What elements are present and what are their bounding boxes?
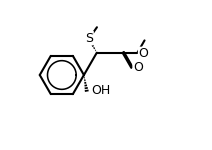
Text: O: O bbox=[139, 47, 149, 60]
Text: O: O bbox=[133, 61, 143, 74]
Text: S: S bbox=[85, 32, 93, 45]
Text: OH: OH bbox=[91, 84, 110, 97]
